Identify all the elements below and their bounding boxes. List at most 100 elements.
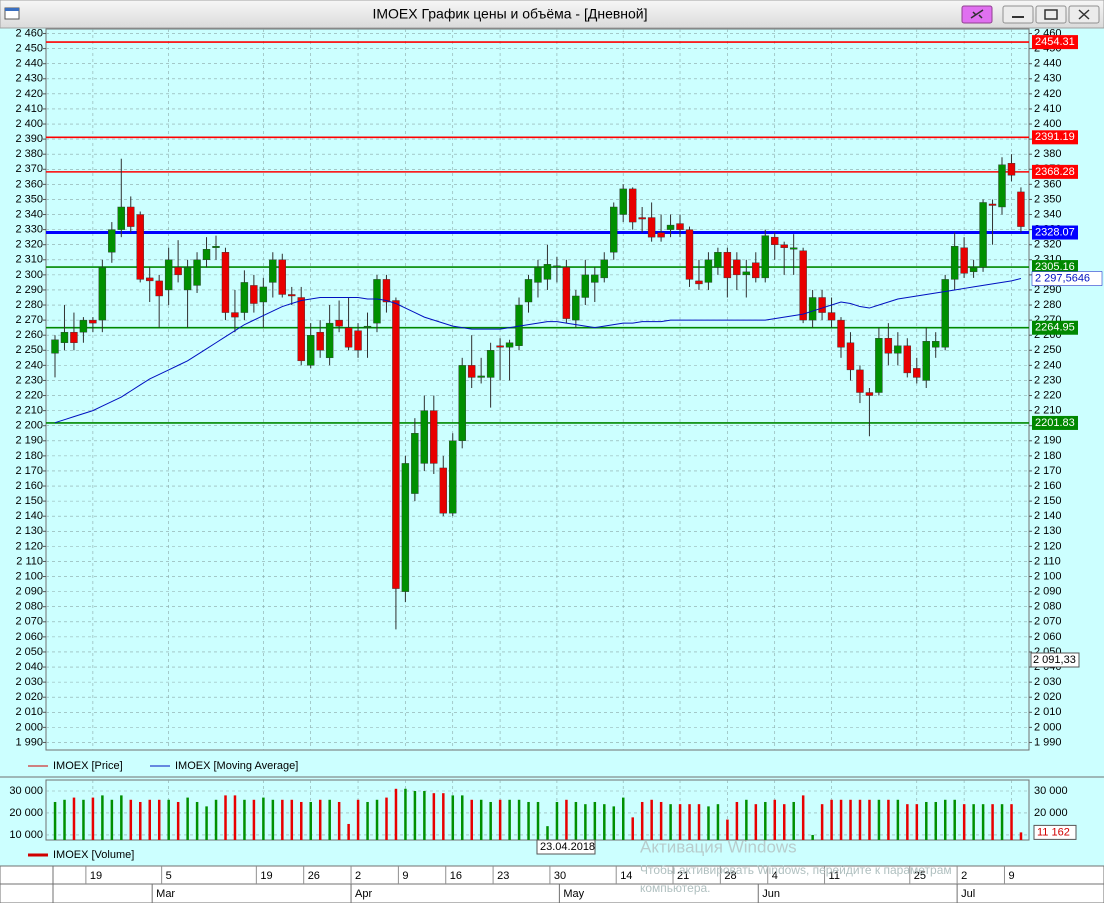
candle-body <box>439 467 447 514</box>
candle-body <box>676 223 684 230</box>
volume-bar <box>139 801 142 840</box>
y2-tick-label: 2 290 <box>1034 284 1062 296</box>
volume-bar <box>252 799 256 840</box>
candle-body <box>278 259 286 295</box>
volume-bar <box>517 799 521 840</box>
candle-body <box>666 224 675 230</box>
y-tick-label: 2 400 <box>15 118 43 130</box>
candle-body <box>288 294 296 297</box>
volume-bar <box>110 799 114 840</box>
volume-bar <box>934 801 938 840</box>
volume-bar <box>811 834 814 840</box>
volume-bar <box>972 804 975 840</box>
candle-body <box>723 252 732 279</box>
candle-body <box>894 345 902 354</box>
volume-bar <box>754 804 758 840</box>
cursor-price-box <box>1030 652 1080 668</box>
volume-bar <box>792 801 795 840</box>
volume-bar <box>858 799 862 840</box>
candle-body <box>221 252 230 313</box>
legend-label: IMOEX [Price] <box>53 760 123 772</box>
volume-label: 11 162 <box>1037 826 1070 838</box>
candle-body <box>98 267 107 321</box>
volume-bar <box>233 795 237 840</box>
candle-body <box>297 297 305 362</box>
candle-body <box>534 267 542 283</box>
month-label: May <box>563 888 584 900</box>
y-tick-label: 2 260 <box>15 329 43 341</box>
volume-label-box <box>1033 824 1077 840</box>
y-tick-label: 2 210 <box>15 405 43 417</box>
volume-bar <box>839 799 843 840</box>
volume-bar <box>1019 832 1023 840</box>
volume-bar <box>716 804 720 840</box>
candle-body <box>411 433 419 494</box>
y-tick-label: 2 010 <box>15 706 43 718</box>
y2-tick-label: 2 110 <box>1034 555 1061 567</box>
window-icon-bar <box>5 8 19 11</box>
window-title: IMOEX График цены и объёма - [Дневной] <box>372 6 647 22</box>
watermark-title: Активация Windows <box>640 837 797 856</box>
y-tick-label: 2 380 <box>15 148 43 160</box>
candle-body <box>524 279 533 303</box>
date-label: 16 <box>450 870 462 882</box>
candle-body <box>628 188 637 223</box>
volume-bar <box>962 804 966 840</box>
volume-bar <box>773 799 777 840</box>
volume-bar <box>461 795 464 840</box>
y2-tick-label: 2 010 <box>1034 706 1062 718</box>
candle-body <box>325 322 334 359</box>
y-tick-label: 2 050 <box>15 646 43 658</box>
y-tick-label: 2 180 <box>15 450 43 462</box>
y2-tick-label: 2 350 <box>1034 193 1062 205</box>
candle-body <box>373 279 381 324</box>
candle-body <box>600 259 608 279</box>
volume-bar <box>896 799 900 840</box>
volume-bar <box>404 788 407 840</box>
level-label-box <box>1032 130 1078 145</box>
y2-tick-label: 2 210 <box>1034 405 1062 417</box>
y-tick-label: 2 020 <box>15 691 43 703</box>
candle-body <box>846 342 855 371</box>
y-tick-label: 2 110 <box>16 555 43 567</box>
candle-body <box>145 277 154 282</box>
candle-body <box>913 368 921 378</box>
y2-tick-label: 2 080 <box>1034 601 1062 613</box>
candle-body <box>127 206 135 227</box>
candle-body <box>420 410 429 464</box>
candle-body <box>174 267 182 276</box>
volume-bar <box>527 801 530 840</box>
y2-tick-label: 2 070 <box>1034 616 1062 628</box>
month-label: Mar <box>156 888 175 900</box>
candle-body <box>572 295 580 321</box>
y2-tick-label: 2 150 <box>1034 495 1062 507</box>
cursor-date: 23.04.2018 <box>540 841 595 853</box>
volume-bar <box>385 797 388 840</box>
volume-bar <box>489 801 492 840</box>
maximize-button[interactable] <box>1035 5 1067 24</box>
level-label: 2328.07 <box>1035 226 1075 238</box>
volume-bar <box>290 799 294 840</box>
y2-tick-label: 2 410 <box>1034 103 1062 115</box>
candle-body <box>202 249 211 260</box>
volume-bar <box>981 804 985 840</box>
date-label: 2 <box>961 870 967 882</box>
volume-bar <box>328 799 331 840</box>
volume-bar <box>801 795 805 840</box>
minimize-button[interactable] <box>1002 5 1034 24</box>
volume-bar <box>243 799 246 840</box>
candle-body <box>941 279 949 348</box>
volume-bar <box>101 795 104 840</box>
candle-body <box>562 267 571 319</box>
candle-body <box>136 214 144 280</box>
y-tick-label: 2 270 <box>15 314 43 326</box>
volume-bar <box>659 801 663 840</box>
candle-body <box>60 331 69 343</box>
y-tick-label: 2 120 <box>15 540 43 552</box>
cursor-date-box <box>536 839 596 855</box>
candle-body <box>610 206 618 253</box>
candle-body <box>250 285 258 304</box>
candle-body <box>231 312 239 318</box>
volume-bar <box>148 799 151 840</box>
candle-body <box>808 297 817 321</box>
